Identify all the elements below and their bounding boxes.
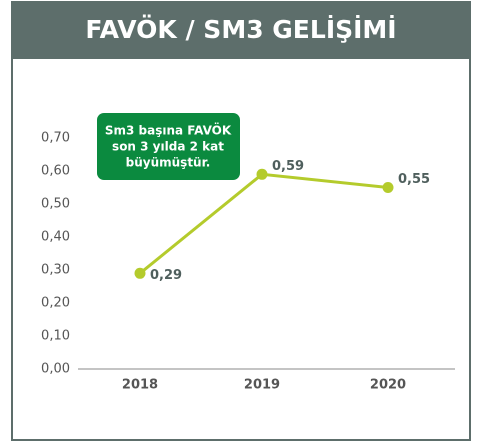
value-label: 0,59 — [272, 159, 304, 174]
y-tick-label: 0,50 — [41, 197, 70, 212]
point — [382, 182, 394, 193]
annotation-box — [97, 113, 240, 180]
annotation-text: son 3 yılda 2 kat — [112, 140, 224, 154]
x-tick-label: 2018 — [122, 378, 158, 393]
x-tick-label: 2019 — [244, 378, 280, 393]
y-tick-label: 0,60 — [41, 164, 70, 179]
y-tick-label: 0,70 — [41, 131, 70, 146]
point — [256, 168, 268, 180]
y-tick-label: 0,30 — [41, 263, 70, 278]
header — [12, 2, 470, 59]
annotation-text: Sm3 başına FAVÖK — [105, 123, 232, 138]
x-tick-label: 2020 — [370, 378, 406, 393]
point — [134, 267, 146, 279]
y-tick-label: 0,40 — [41, 230, 70, 245]
value-label: 0,29 — [150, 268, 182, 283]
y-tick-label: 0,10 — [41, 329, 70, 344]
value-label: 0,55 — [398, 172, 430, 187]
y-tick-label: 0,20 — [41, 296, 70, 311]
chart-title: FAVÖK / SM3 GELİŞİMİ — [85, 14, 396, 44]
frame — [11, 1, 471, 441]
annotation-text: büyümüştür. — [126, 156, 211, 170]
y-tick-label: 0,00 — [41, 362, 70, 377]
